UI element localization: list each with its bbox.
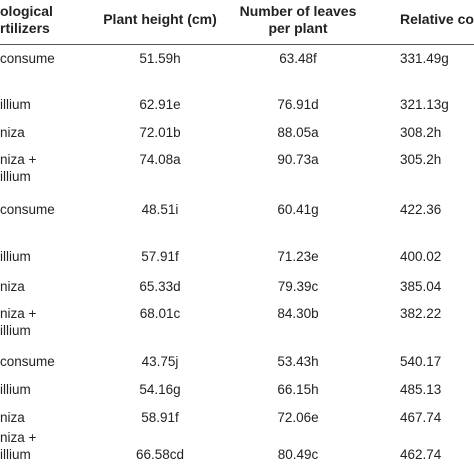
row-label: niza: [0, 279, 25, 294]
row-label: niza: [0, 410, 25, 425]
leaf-count: 79.39c: [277, 279, 319, 294]
relative-content: 382.22: [400, 306, 442, 321]
relative-content: 485.13: [400, 382, 442, 397]
row-label: consume: [0, 354, 55, 369]
leaf-count: 63.48f: [279, 51, 317, 66]
column-header: Number of leaves per plant: [239, 3, 357, 36]
leaf-count: 53.43h: [277, 354, 319, 369]
plant-height: 43.75j: [141, 354, 179, 369]
leaf-count: 88.05a: [277, 125, 319, 140]
plant-height: 48.51i: [141, 202, 179, 217]
plant-height: 68.01c: [139, 306, 181, 321]
row-label: niza + illium: [0, 152, 37, 184]
plant-height: 51.59h: [139, 51, 181, 66]
plant-height: 57.91f: [141, 249, 179, 264]
plant-height: 58.91f: [141, 410, 179, 425]
relative-content: 305.2h: [400, 152, 442, 167]
row-label: niza: [0, 125, 25, 140]
plant-height: 65.33d: [139, 279, 181, 294]
leaf-count: 66.15h: [277, 382, 319, 397]
relative-content: 331.49g: [400, 51, 449, 66]
plant-height: 74.08a: [139, 152, 181, 167]
relative-content: 467.74: [400, 410, 442, 425]
relative-content: 321.13g: [400, 97, 449, 112]
relative-content: 422.36: [400, 202, 442, 217]
plant-height: 72.01b: [139, 125, 181, 140]
relative-content: 462.74: [400, 447, 442, 462]
relative-content: 540.17: [400, 354, 442, 369]
row-label: niza + illium: [0, 306, 37, 338]
row-label: consume: [0, 202, 55, 217]
column-header: Relative co: [400, 11, 474, 27]
column-header: ological rtilizers: [0, 3, 53, 36]
header-rule: [0, 44, 474, 45]
leaf-count: 76.91d: [277, 97, 319, 112]
leaf-count: 90.73a: [277, 152, 319, 167]
plant-height: 66.58cd: [135, 447, 185, 462]
relative-content: 400.02: [400, 249, 442, 264]
row-label: illium: [0, 249, 31, 264]
leaf-count: 72.06e: [277, 410, 319, 425]
row-label: niza + illium: [0, 430, 37, 462]
row-label: consume: [0, 51, 55, 66]
plant-height: 62.91e: [139, 97, 181, 112]
leaf-count: 80.49c: [277, 447, 319, 462]
row-label: illium: [0, 382, 31, 397]
column-header: Plant height (cm): [103, 11, 217, 27]
leaf-count: 71.23e: [277, 249, 319, 264]
relative-content: 308.2h: [400, 125, 442, 140]
row-label: illium: [0, 97, 31, 112]
leaf-count: 84.30b: [277, 306, 319, 321]
plant-height: 54.16g: [139, 382, 181, 397]
leaf-count: 60.41g: [277, 202, 319, 217]
relative-content: 385.04: [400, 279, 442, 294]
